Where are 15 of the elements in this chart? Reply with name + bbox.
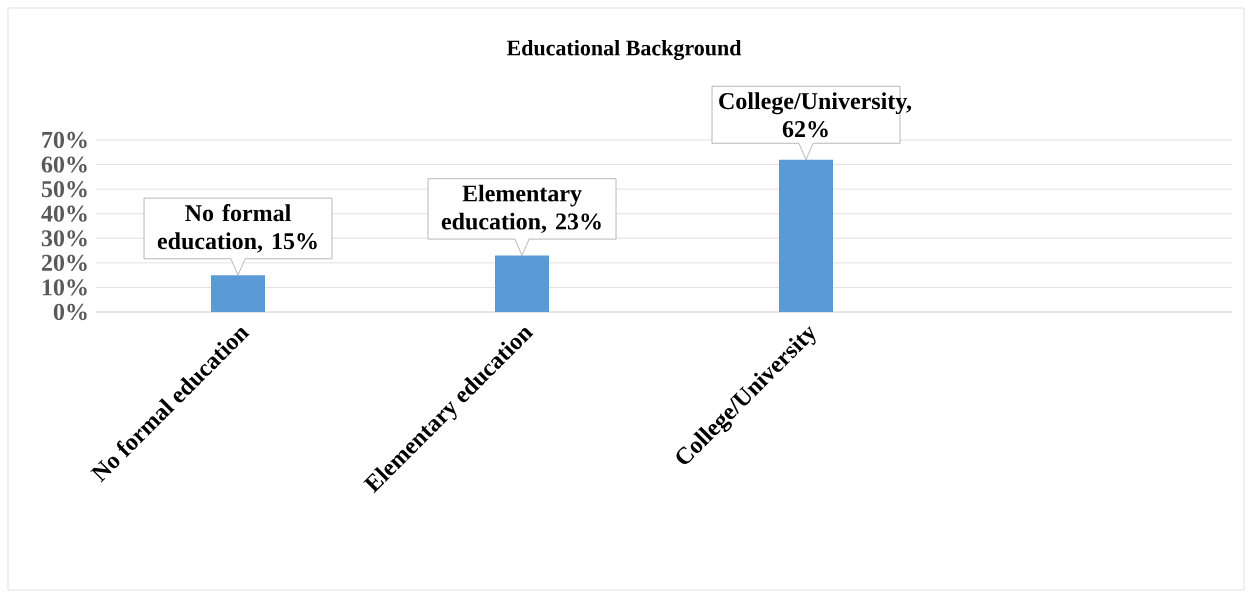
y-tick-label: 50% <box>41 181 87 198</box>
data-label: College/University, 62% <box>719 92 912 138</box>
y-tick-label: 30% <box>41 230 87 247</box>
y-tick-label: 40% <box>41 205 87 222</box>
bar <box>211 275 266 312</box>
chart-title: Educational Background <box>506 39 742 61</box>
data-label: Elementary education, 23% <box>441 184 601 234</box>
bar <box>495 255 549 312</box>
bar <box>779 159 833 312</box>
y-tick-label: 60% <box>41 156 87 173</box>
y-tick-label: 70% <box>42 131 87 149</box>
y-tick-label: 20% <box>41 254 87 271</box>
data-label: No formal education, 15% <box>157 204 317 253</box>
y-tick-label: 0% <box>53 303 87 321</box>
y-tick-label: 10% <box>42 279 87 296</box>
